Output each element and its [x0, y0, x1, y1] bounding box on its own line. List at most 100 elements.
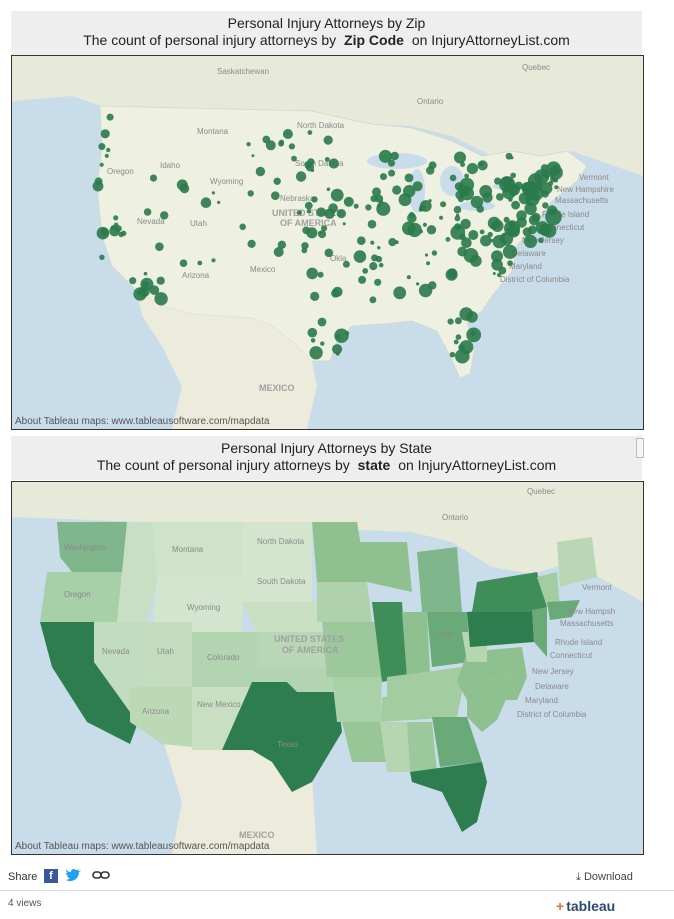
zip-dot[interactable]: [453, 339, 459, 345]
zip-dot[interactable]: [99, 254, 105, 260]
zip-dot[interactable]: [324, 157, 330, 162]
zip-dot[interactable]: [479, 229, 485, 235]
zip-dot[interactable]: [393, 286, 407, 300]
zip-dot[interactable]: [457, 196, 464, 203]
zip-dot[interactable]: [113, 215, 119, 221]
zip-dot[interactable]: [262, 135, 271, 144]
zip-dot[interactable]: [309, 346, 323, 360]
zip-dot[interactable]: [466, 163, 478, 175]
zip-dot[interactable]: [370, 240, 375, 245]
zip-dot[interactable]: [247, 239, 256, 248]
zip-dot[interactable]: [118, 231, 124, 238]
zip-dot[interactable]: [404, 173, 414, 183]
zip-dot[interactable]: [156, 276, 165, 285]
zip-dot[interactable]: [402, 221, 416, 236]
zip-dot[interactable]: [548, 180, 554, 186]
state-washington[interactable]: [57, 522, 127, 572]
zip-dot[interactable]: [317, 317, 327, 327]
zip-dot[interactable]: [457, 184, 467, 194]
state-arkansas[interactable]: [332, 677, 382, 722]
zip-dot[interactable]: [328, 158, 339, 169]
zip-dot[interactable]: [416, 282, 420, 286]
zip-dot[interactable]: [104, 153, 109, 158]
state-north-dakota[interactable]: [242, 522, 312, 562]
zip-dot[interactable]: [464, 173, 469, 179]
zip-dot[interactable]: [323, 135, 333, 145]
zip-dot[interactable]: [449, 174, 457, 182]
zip-dot[interactable]: [491, 250, 503, 263]
facebook-icon[interactable]: f: [44, 869, 58, 883]
state-tennessee[interactable]: [380, 692, 462, 722]
zip-dots-layer[interactable]: [92, 113, 563, 364]
zip-dot[interactable]: [179, 259, 188, 267]
state-nebraska[interactable]: [242, 602, 322, 632]
zip-dot[interactable]: [357, 236, 366, 245]
zip-dot[interactable]: [428, 199, 432, 203]
tableau-logo[interactable]: + tableau: [556, 898, 615, 914]
zip-dot[interactable]: [282, 129, 293, 139]
zip-dot[interactable]: [179, 183, 190, 194]
zip-dot[interactable]: [273, 247, 284, 257]
zip-dot[interactable]: [211, 258, 216, 263]
zip-dot[interactable]: [307, 130, 313, 135]
state-ohio[interactable]: [427, 612, 470, 667]
zip-dot[interactable]: [426, 261, 431, 266]
state-map-attribution[interactable]: About Tableau maps: www.tableausoftware.…: [15, 841, 270, 852]
zip-dot[interactable]: [439, 215, 444, 220]
state-missouri[interactable]: [322, 622, 387, 677]
zip-dot[interactable]: [197, 260, 203, 266]
zip-dot[interactable]: [554, 185, 559, 190]
zip-dot[interactable]: [211, 191, 215, 195]
zip-dot[interactable]: [422, 222, 427, 227]
state-wisconsin[interactable]: [357, 542, 412, 592]
zip-dot[interactable]: [142, 281, 149, 288]
zip-dot[interactable]: [497, 272, 502, 278]
collapsed-legend-toggle[interactable]: [636, 438, 644, 458]
state-california[interactable]: [40, 622, 140, 744]
state-michigan[interactable]: [417, 547, 462, 612]
zip-dot[interactable]: [149, 285, 160, 295]
zip-dot[interactable]: [321, 225, 328, 232]
zip-dot[interactable]: [511, 200, 520, 210]
zip-dot[interactable]: [506, 227, 510, 231]
zip-dot[interactable]: [470, 195, 484, 209]
zip-dot[interactable]: [154, 292, 168, 306]
zip-dot[interactable]: [330, 188, 344, 202]
zip-dot[interactable]: [295, 171, 307, 182]
zip-dot[interactable]: [301, 247, 308, 254]
zip-dot[interactable]: [320, 341, 325, 346]
zip-dot[interactable]: [447, 318, 454, 325]
state-south-dakota[interactable]: [242, 562, 312, 602]
zip-dot[interactable]: [353, 250, 367, 263]
zip-dot[interactable]: [516, 210, 527, 221]
state-pennsylvania[interactable]: [467, 607, 534, 647]
zip-dot[interactable]: [553, 177, 559, 183]
zip-dot[interactable]: [535, 221, 550, 235]
zip-dot[interactable]: [502, 244, 518, 259]
zip-dot[interactable]: [332, 344, 343, 355]
zip-dot[interactable]: [109, 225, 120, 237]
state-florida[interactable]: [410, 762, 487, 832]
zip-dot[interactable]: [369, 296, 377, 304]
zip-dot[interactable]: [445, 237, 451, 242]
twitter-icon[interactable]: [66, 868, 82, 885]
state-oklahoma[interactable]: [252, 667, 337, 692]
zip-dot[interactable]: [100, 129, 110, 139]
zip-dot[interactable]: [459, 307, 474, 321]
zip-dot[interactable]: [362, 268, 369, 274]
zip-dot[interactable]: [431, 250, 438, 256]
zip-dot[interactable]: [378, 149, 392, 163]
state-louisiana[interactable]: [342, 722, 387, 762]
zip-dot[interactable]: [454, 151, 466, 164]
zip-dot[interactable]: [326, 187, 331, 192]
zip-dot[interactable]: [418, 283, 433, 298]
state-utah[interactable]: [147, 622, 192, 687]
state-kentucky[interactable]: [387, 667, 462, 697]
zip-dot[interactable]: [143, 208, 152, 216]
zip-dot[interactable]: [478, 161, 484, 167]
zip-dot[interactable]: [476, 205, 485, 213]
zip-dot[interactable]: [310, 291, 320, 301]
zip-dot[interactable]: [367, 219, 377, 229]
zip-dot[interactable]: [407, 213, 417, 223]
zip-dot[interactable]: [505, 152, 513, 160]
